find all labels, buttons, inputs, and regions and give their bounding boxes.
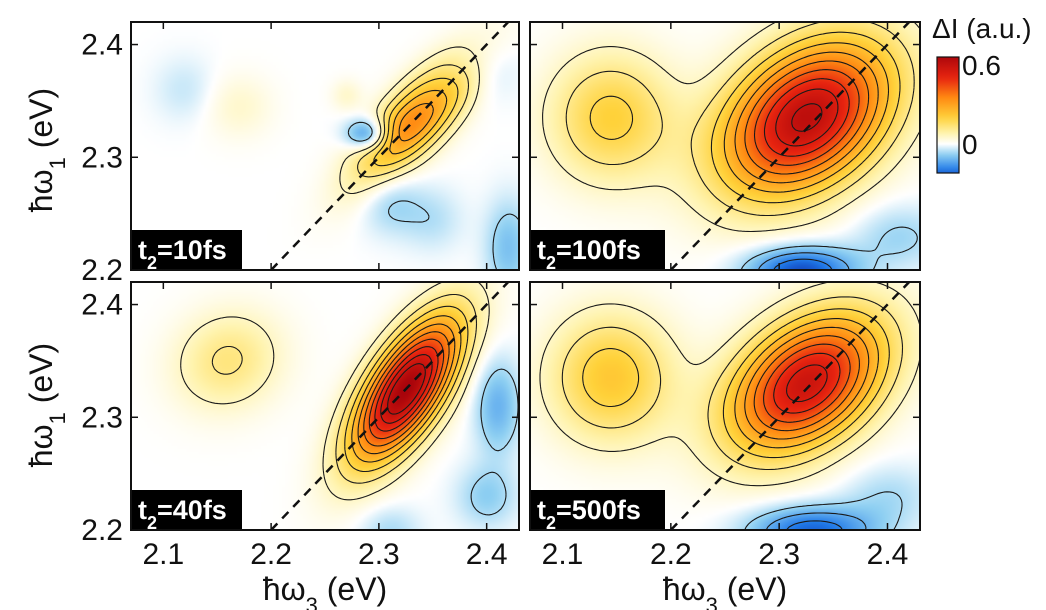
time-label-box bbox=[132, 490, 242, 529]
y-tick-label: 2.3 bbox=[81, 401, 123, 434]
contour-lines bbox=[180, 281, 519, 516]
colorbar-title: ΔI (a.u.) bbox=[932, 13, 1032, 44]
time-label-box bbox=[531, 230, 665, 269]
heatmap-image bbox=[530, 282, 920, 530]
colorbar-gradient bbox=[936, 56, 960, 174]
time-label: t2=10fs bbox=[138, 235, 227, 273]
time-label: t2=100fs bbox=[537, 235, 641, 273]
heatmap-image bbox=[131, 22, 519, 270]
time-label: t2=500fs bbox=[537, 495, 641, 533]
y-tick-label: 2.4 bbox=[81, 29, 123, 62]
colorbar-tick-label: 0.6 bbox=[962, 50, 1001, 81]
panel-frame bbox=[130, 21, 520, 271]
colorbar: ΔI (a.u.) 0.6 0 bbox=[932, 13, 1032, 174]
contour-lines bbox=[542, 21, 921, 271]
x-tick-label: 2.3 bbox=[358, 538, 400, 571]
panel-4: 2.1 2.2 2.3 2.4 t2=500fs bbox=[529, 281, 921, 571]
x-tick-label: 2.1 bbox=[542, 538, 584, 571]
x-tick-label: 2.3 bbox=[758, 538, 800, 571]
panel-2: t2=100fs bbox=[529, 21, 921, 273]
y-tick-label: 2.4 bbox=[81, 289, 123, 322]
y-axis-label: ħω1 (eV) bbox=[23, 88, 70, 212]
x-tick-label: 2.4 bbox=[466, 538, 508, 571]
y-axis-label: ħω1 (eV) bbox=[23, 343, 70, 467]
x-axis-label: ħω3 (eV) bbox=[263, 571, 387, 610]
contour-lines bbox=[339, 46, 520, 271]
heatmap-image bbox=[131, 282, 519, 530]
time-label: t2=40fs bbox=[138, 495, 227, 533]
panel-1: 2.2 2.3 2.4 t2=10fs bbox=[81, 21, 520, 287]
contour-lines bbox=[539, 281, 921, 531]
y-tick-label: 2.2 bbox=[81, 514, 123, 547]
colorbar-tick-label: 0 bbox=[962, 129, 978, 160]
x-tick-label: 2.2 bbox=[250, 538, 292, 571]
x-tick-label: 2.2 bbox=[650, 538, 692, 571]
panel-frame bbox=[529, 21, 921, 271]
x-axis-label: ħω3 (eV) bbox=[663, 571, 787, 610]
panel-frame bbox=[529, 281, 921, 531]
x-tick-label: 2.1 bbox=[142, 538, 184, 571]
time-label-box bbox=[531, 490, 665, 529]
x-tick-label: 2.4 bbox=[867, 538, 909, 571]
y-tick-label: 2.2 bbox=[81, 254, 123, 287]
panel-3: 2.2 2.3 2.4 2.1 2.2 2.3 2.4 t2=40fs bbox=[81, 281, 520, 571]
y-tick-label: 2.3 bbox=[81, 141, 123, 174]
time-label-box bbox=[132, 230, 242, 269]
panel-frame bbox=[130, 281, 520, 531]
